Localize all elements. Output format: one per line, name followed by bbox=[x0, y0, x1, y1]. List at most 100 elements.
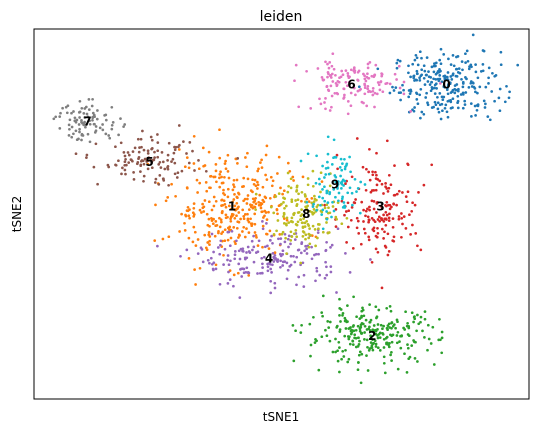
point-cluster-0 bbox=[419, 116, 422, 120]
point-cluster-3 bbox=[366, 207, 369, 211]
point-cluster-3 bbox=[410, 209, 414, 213]
point-cluster-0 bbox=[433, 86, 436, 90]
point-cluster-6 bbox=[329, 84, 333, 88]
point-cluster-8 bbox=[287, 184, 290, 188]
point-cluster-1 bbox=[267, 210, 270, 214]
point-cluster-6 bbox=[395, 78, 398, 81]
point-cluster-3 bbox=[400, 212, 403, 215]
point-cluster-1 bbox=[187, 214, 191, 218]
point-cluster-9 bbox=[320, 213, 324, 216]
cluster-label-2: 2 bbox=[368, 329, 376, 343]
point-cluster-9 bbox=[339, 174, 342, 178]
point-cluster-0 bbox=[474, 90, 477, 94]
point-cluster-1 bbox=[258, 193, 262, 197]
point-cluster-2 bbox=[369, 341, 373, 344]
point-cluster-2 bbox=[371, 328, 375, 332]
point-cluster-1 bbox=[242, 185, 245, 188]
point-cluster-0 bbox=[451, 72, 455, 76]
point-cluster-1 bbox=[218, 156, 222, 160]
point-cluster-6 bbox=[371, 93, 375, 97]
point-cluster-2 bbox=[395, 341, 399, 345]
point-cluster-2 bbox=[335, 326, 339, 329]
point-cluster-3 bbox=[383, 217, 387, 221]
point-cluster-2 bbox=[389, 353, 392, 357]
point-cluster-2 bbox=[419, 315, 423, 319]
point-cluster-1 bbox=[237, 211, 241, 214]
point-cluster-8 bbox=[304, 233, 308, 237]
point-cluster-8 bbox=[306, 183, 310, 187]
point-cluster-0 bbox=[391, 85, 394, 89]
cluster-label-9: 9 bbox=[331, 177, 339, 191]
point-cluster-1 bbox=[205, 189, 209, 193]
point-cluster-7 bbox=[96, 109, 99, 112]
point-cluster-7 bbox=[72, 132, 75, 136]
point-cluster-1 bbox=[214, 220, 218, 223]
point-cluster-2 bbox=[440, 351, 444, 355]
point-cluster-9 bbox=[321, 227, 325, 231]
point-cluster-3 bbox=[406, 163, 410, 167]
point-cluster-6 bbox=[370, 74, 374, 78]
point-cluster-2 bbox=[406, 321, 409, 325]
point-cluster-5 bbox=[173, 145, 176, 149]
point-cluster-4 bbox=[285, 261, 289, 265]
point-cluster-4 bbox=[233, 257, 237, 261]
point-cluster-8 bbox=[308, 227, 311, 230]
point-cluster-4 bbox=[185, 248, 189, 252]
point-cluster-9 bbox=[306, 152, 310, 156]
point-cluster-3 bbox=[387, 186, 391, 190]
point-cluster-8 bbox=[335, 217, 339, 221]
point-cluster-2 bbox=[358, 350, 362, 354]
point-cluster-1 bbox=[276, 212, 279, 216]
point-cluster-5 bbox=[166, 153, 170, 157]
point-cluster-3 bbox=[391, 225, 395, 229]
point-cluster-3 bbox=[387, 173, 391, 177]
point-cluster-8 bbox=[345, 216, 349, 220]
point-cluster-1 bbox=[187, 166, 191, 170]
point-cluster-1 bbox=[305, 197, 309, 201]
point-cluster-6 bbox=[318, 97, 321, 101]
point-cluster-4 bbox=[252, 260, 256, 264]
point-cluster-1 bbox=[238, 234, 241, 237]
point-cluster-8 bbox=[297, 210, 301, 214]
point-cluster-1 bbox=[206, 223, 210, 227]
point-cluster-0 bbox=[463, 103, 467, 106]
point-cluster-3 bbox=[389, 183, 393, 187]
point-cluster-4 bbox=[223, 247, 227, 251]
point-cluster-0 bbox=[454, 88, 458, 92]
point-cluster-2 bbox=[376, 336, 380, 340]
point-cluster-0 bbox=[449, 106, 453, 110]
point-cluster-5 bbox=[117, 159, 120, 163]
point-cluster-4 bbox=[262, 255, 266, 259]
point-cluster-4 bbox=[201, 260, 205, 264]
point-cluster-0 bbox=[487, 82, 490, 85]
point-cluster-2 bbox=[346, 304, 349, 307]
point-cluster-3 bbox=[372, 189, 376, 192]
x-axis-label: tSNE1 bbox=[263, 410, 300, 424]
point-cluster-2 bbox=[328, 339, 332, 343]
point-cluster-8 bbox=[311, 224, 315, 228]
cluster-label-3: 3 bbox=[376, 200, 384, 214]
point-cluster-2 bbox=[385, 306, 389, 310]
point-cluster-1 bbox=[223, 162, 227, 165]
point-cluster-8 bbox=[312, 208, 316, 211]
point-cluster-8 bbox=[277, 192, 281, 195]
cluster-label-4: 4 bbox=[265, 251, 273, 265]
point-cluster-4 bbox=[324, 260, 327, 264]
point-cluster-2 bbox=[400, 334, 403, 338]
point-cluster-8 bbox=[315, 198, 318, 202]
point-cluster-5 bbox=[193, 169, 196, 172]
point-cluster-9 bbox=[328, 191, 332, 194]
point-cluster-2 bbox=[343, 334, 347, 338]
point-cluster-6 bbox=[346, 112, 350, 116]
point-cluster-0 bbox=[428, 83, 432, 86]
point-cluster-6 bbox=[366, 62, 370, 66]
point-cluster-3 bbox=[362, 208, 365, 212]
point-cluster-3 bbox=[388, 207, 392, 211]
point-cluster-3 bbox=[368, 147, 371, 151]
point-cluster-6 bbox=[324, 107, 327, 111]
cluster-label-8: 8 bbox=[302, 207, 310, 221]
point-cluster-5 bbox=[191, 149, 194, 153]
point-cluster-6 bbox=[368, 89, 371, 93]
point-cluster-7 bbox=[101, 123, 104, 126]
point-cluster-0 bbox=[430, 86, 434, 89]
